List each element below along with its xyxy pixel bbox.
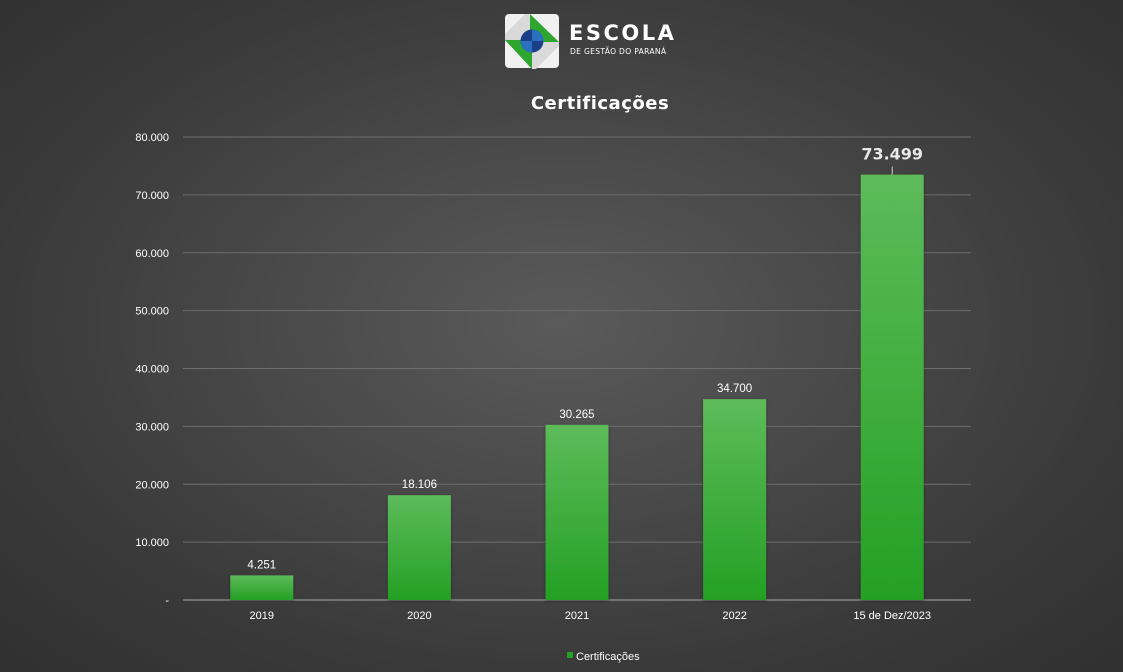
y-tick-label: 80.000 bbox=[135, 132, 169, 144]
legend-label: Certificações bbox=[576, 651, 640, 663]
bar bbox=[860, 174, 924, 600]
chart-title: Certificações bbox=[531, 93, 669, 114]
x-tick-label: 15 de Dez/2023 bbox=[853, 610, 931, 622]
y-tick-label: - bbox=[165, 595, 169, 607]
x-tick-label: 2019 bbox=[250, 610, 274, 622]
legend: Certificações bbox=[567, 651, 640, 663]
data-labels: 4.251 18.106 30.265 34.700 73.499 bbox=[247, 145, 923, 572]
y-tick-label: 30.000 bbox=[135, 421, 169, 433]
brand-logo: ESCOLA DE GESTÃO DO PARANÁ bbox=[503, 13, 683, 71]
brand-name: ESCOLA bbox=[569, 21, 677, 45]
data-label: 30.265 bbox=[559, 409, 594, 421]
x-tick-label: 2020 bbox=[407, 610, 431, 622]
brand-subtitle: DE GESTÃO DO PARANÁ bbox=[570, 47, 667, 56]
bars bbox=[230, 174, 924, 600]
data-label: 4.251 bbox=[247, 559, 276, 571]
y-tick-label: 70.000 bbox=[135, 190, 169, 202]
x-axis: 2019 2020 2021 2022 15 de Dez/2023 bbox=[250, 610, 931, 622]
data-label: 73.499 bbox=[861, 145, 923, 164]
y-axis: - 10.000 20.000 30.000 40.000 50.000 60.000 70.… bbox=[135, 132, 169, 607]
y-tick-label: 40.000 bbox=[135, 364, 169, 376]
bar bbox=[387, 495, 451, 600]
y-tick-label: 20.000 bbox=[135, 479, 169, 491]
bar bbox=[545, 424, 609, 600]
y-tick-label: 60.000 bbox=[135, 248, 169, 260]
escola-logo-icon bbox=[505, 14, 559, 69]
bar bbox=[230, 575, 294, 600]
x-tick-label: 2022 bbox=[722, 610, 746, 622]
y-tick-label: 50.000 bbox=[135, 306, 169, 318]
data-label: 18.106 bbox=[402, 479, 437, 491]
y-tick-label: 10.000 bbox=[135, 537, 169, 549]
bar bbox=[703, 399, 767, 600]
x-tick-label: 2021 bbox=[565, 610, 589, 622]
legend-swatch bbox=[567, 652, 573, 658]
data-label: 34.700 bbox=[717, 383, 752, 395]
